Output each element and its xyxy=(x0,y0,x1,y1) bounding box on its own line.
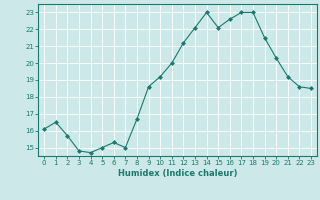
X-axis label: Humidex (Indice chaleur): Humidex (Indice chaleur) xyxy=(118,169,237,178)
